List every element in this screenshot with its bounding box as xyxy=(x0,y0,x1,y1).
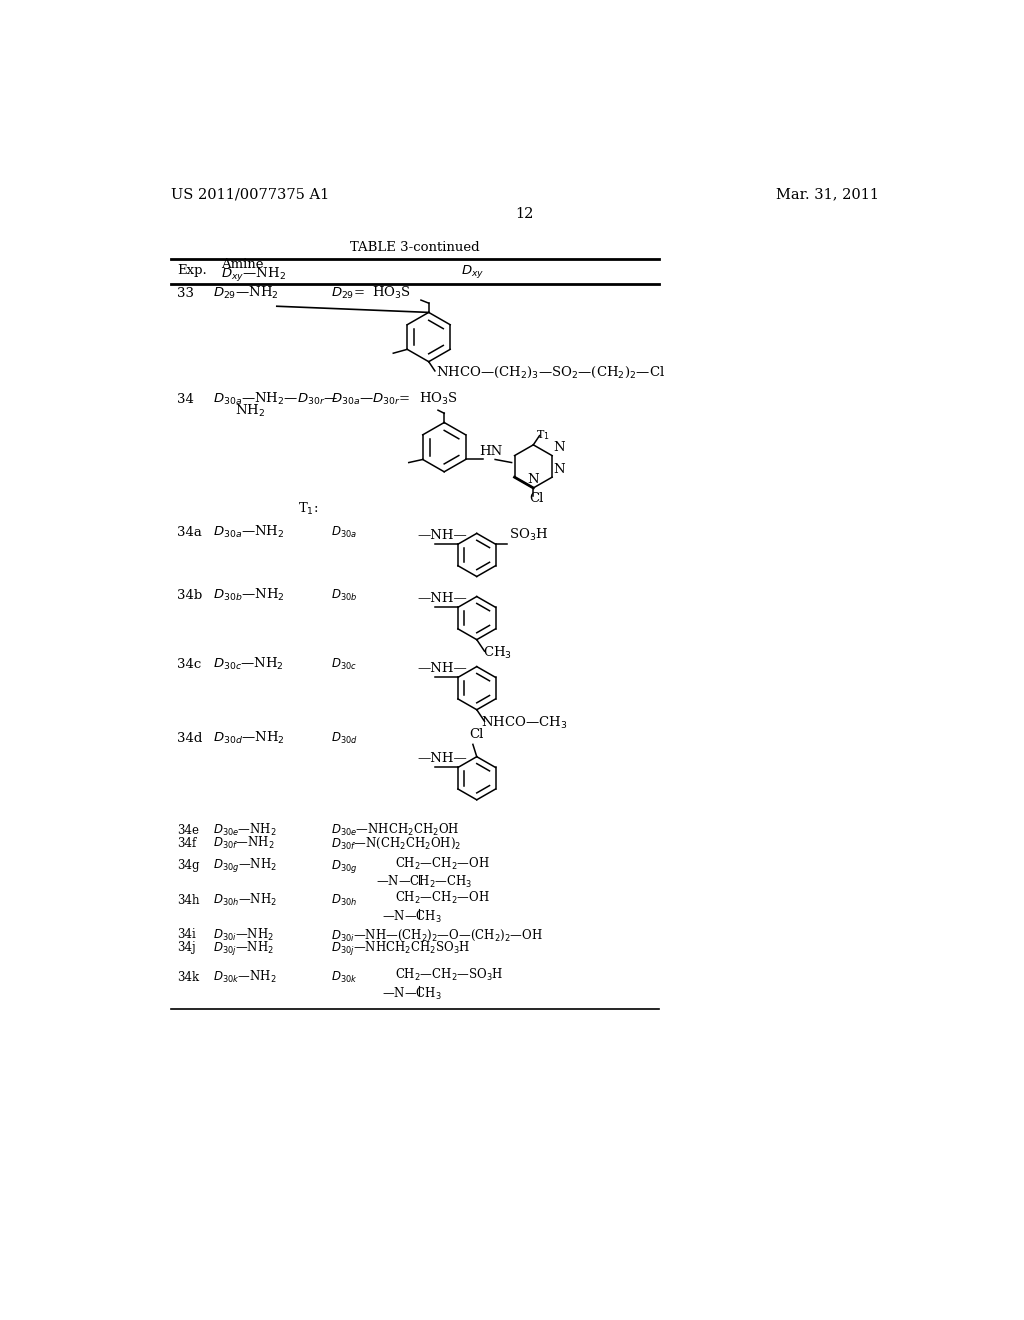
Text: $D_{29}$=: $D_{29}$= xyxy=(331,286,365,301)
Text: Mar. 31, 2011: Mar. 31, 2011 xyxy=(776,187,879,202)
Text: 34e: 34e xyxy=(177,824,199,837)
Text: 34b: 34b xyxy=(177,589,202,602)
Text: $D_{30f}$—NH$_2$: $D_{30f}$—NH$_2$ xyxy=(213,834,274,851)
Text: CH$_3$: CH$_3$ xyxy=(483,644,512,661)
Text: Cl: Cl xyxy=(469,729,483,742)
Text: 34a: 34a xyxy=(177,525,202,539)
Text: 34j: 34j xyxy=(177,941,196,954)
Text: $D_{xy}$: $D_{xy}$ xyxy=(461,263,484,280)
Text: $D_{30h}$: $D_{30h}$ xyxy=(331,892,357,908)
Text: $D_{30c}$: $D_{30c}$ xyxy=(331,657,357,672)
Text: $D_{30a}$: $D_{30a}$ xyxy=(331,525,357,540)
Text: $D_{30h}$—NH$_2$: $D_{30h}$—NH$_2$ xyxy=(213,892,278,908)
Text: 34h: 34h xyxy=(177,894,200,907)
Text: 34f: 34f xyxy=(177,837,196,850)
Text: $D_{30g}$—NH$_2$: $D_{30g}$—NH$_2$ xyxy=(213,857,278,875)
Text: $D_{30b}$—NH$_2$: $D_{30b}$—NH$_2$ xyxy=(213,587,285,603)
Text: 33: 33 xyxy=(177,286,194,300)
Text: $D_{30a}$—NH$_2$—$D_{30r}$—: $D_{30a}$—NH$_2$—$D_{30r}$— xyxy=(213,391,338,408)
Text: $D_{30e}$—NH$_2$: $D_{30e}$—NH$_2$ xyxy=(213,821,278,838)
Text: Exp.: Exp. xyxy=(177,264,207,277)
Text: NHCO—CH$_3$: NHCO—CH$_3$ xyxy=(481,714,567,731)
Text: N: N xyxy=(554,462,565,475)
Text: $D_{30d}$: $D_{30d}$ xyxy=(331,731,357,746)
Text: 34k: 34k xyxy=(177,970,199,983)
Text: $D_{30j}$—NHCH$_2$CH$_2$SO$_3$H: $D_{30j}$—NHCH$_2$CH$_2$SO$_3$H xyxy=(331,940,470,957)
Text: $D_{30i}$—NH$_2$: $D_{30i}$—NH$_2$ xyxy=(213,927,274,942)
Text: $D_{30b}$: $D_{30b}$ xyxy=(331,587,357,603)
Text: $D_{30k}$—NH$_2$: $D_{30k}$—NH$_2$ xyxy=(213,969,276,985)
Text: $D_{30j}$—NH$_2$: $D_{30j}$—NH$_2$ xyxy=(213,940,274,957)
Text: $D_{30f}$—N(CH$_2$CH$_2$OH)$_2$: $D_{30f}$—N(CH$_2$CH$_2$OH)$_2$ xyxy=(331,836,462,851)
Text: 34d: 34d xyxy=(177,733,202,744)
Text: T$_1$:: T$_1$: xyxy=(299,500,318,516)
Text: Amine: Amine xyxy=(221,257,263,271)
Text: HN: HN xyxy=(479,445,503,458)
Text: Cl: Cl xyxy=(529,492,544,504)
Text: $D_{xy}$—NH$_2$: $D_{xy}$—NH$_2$ xyxy=(221,265,286,284)
Text: NHCO—(CH$_2$)$_3$—SO$_2$—(CH$_2$)$_2$—Cl: NHCO—(CH$_2$)$_3$—SO$_2$—(CH$_2$)$_2$—Cl xyxy=(436,364,666,380)
Text: $D_{30a}$—$D_{30r}$=: $D_{30a}$—$D_{30r}$= xyxy=(331,392,411,408)
Text: NH$_2$: NH$_2$ xyxy=(234,403,265,418)
Text: US 2011/0077375 A1: US 2011/0077375 A1 xyxy=(171,187,329,202)
Text: 34g: 34g xyxy=(177,859,200,873)
Text: $D_{30i}$—NH—(CH$_2$)$_2$—O—(CH$_2$)$_2$—OH: $D_{30i}$—NH—(CH$_2$)$_2$—O—(CH$_2$)$_2$… xyxy=(331,928,543,942)
Text: —NH—: —NH— xyxy=(418,529,467,541)
Text: T$_1$: T$_1$ xyxy=(536,429,550,442)
Text: 34i: 34i xyxy=(177,928,196,941)
Text: —NH—: —NH— xyxy=(418,663,467,675)
Text: 34c: 34c xyxy=(177,659,201,671)
Text: —NH—: —NH— xyxy=(418,591,467,605)
Text: $D_{29}$—NH$_2$: $D_{29}$—NH$_2$ xyxy=(213,285,279,301)
Text: HO$_3$S: HO$_3$S xyxy=(372,285,411,301)
Text: CH$_2$—CH$_2$—SO$_3$H: CH$_2$—CH$_2$—SO$_3$H xyxy=(395,968,504,983)
Text: N: N xyxy=(554,441,565,454)
Text: —NH—: —NH— xyxy=(418,752,467,766)
Text: $D_{30a}$—NH$_2$: $D_{30a}$—NH$_2$ xyxy=(213,524,285,540)
Text: 34: 34 xyxy=(177,393,194,407)
Text: —N—CH$_3$: —N—CH$_3$ xyxy=(382,986,442,1002)
Text: $D_{30g}$: $D_{30g}$ xyxy=(331,858,357,875)
Text: $D_{30k}$: $D_{30k}$ xyxy=(331,970,357,985)
Text: N: N xyxy=(527,474,539,486)
Text: —N—CH$_2$—CH$_3$: —N—CH$_2$—CH$_3$ xyxy=(376,874,472,890)
Text: $D_{30c}$—NH$_2$: $D_{30c}$—NH$_2$ xyxy=(213,656,284,672)
Text: CH$_2$—CH$_2$—OH: CH$_2$—CH$_2$—OH xyxy=(395,890,490,907)
Text: $D_{30e}$—NHCH$_2$CH$_2$OH: $D_{30e}$—NHCH$_2$CH$_2$OH xyxy=(331,821,460,838)
Text: TABLE 3-continued: TABLE 3-continued xyxy=(350,240,479,253)
Text: —N—CH$_3$: —N—CH$_3$ xyxy=(382,908,442,925)
Text: HO$_3$S: HO$_3$S xyxy=(419,391,458,408)
Text: $D_{30d}$—NH$_2$: $D_{30d}$—NH$_2$ xyxy=(213,730,285,746)
Text: SO$_3$H: SO$_3$H xyxy=(509,527,548,543)
Text: 12: 12 xyxy=(516,207,534,222)
Text: CH$_2$—CH$_2$—OH: CH$_2$—CH$_2$—OH xyxy=(395,855,490,871)
